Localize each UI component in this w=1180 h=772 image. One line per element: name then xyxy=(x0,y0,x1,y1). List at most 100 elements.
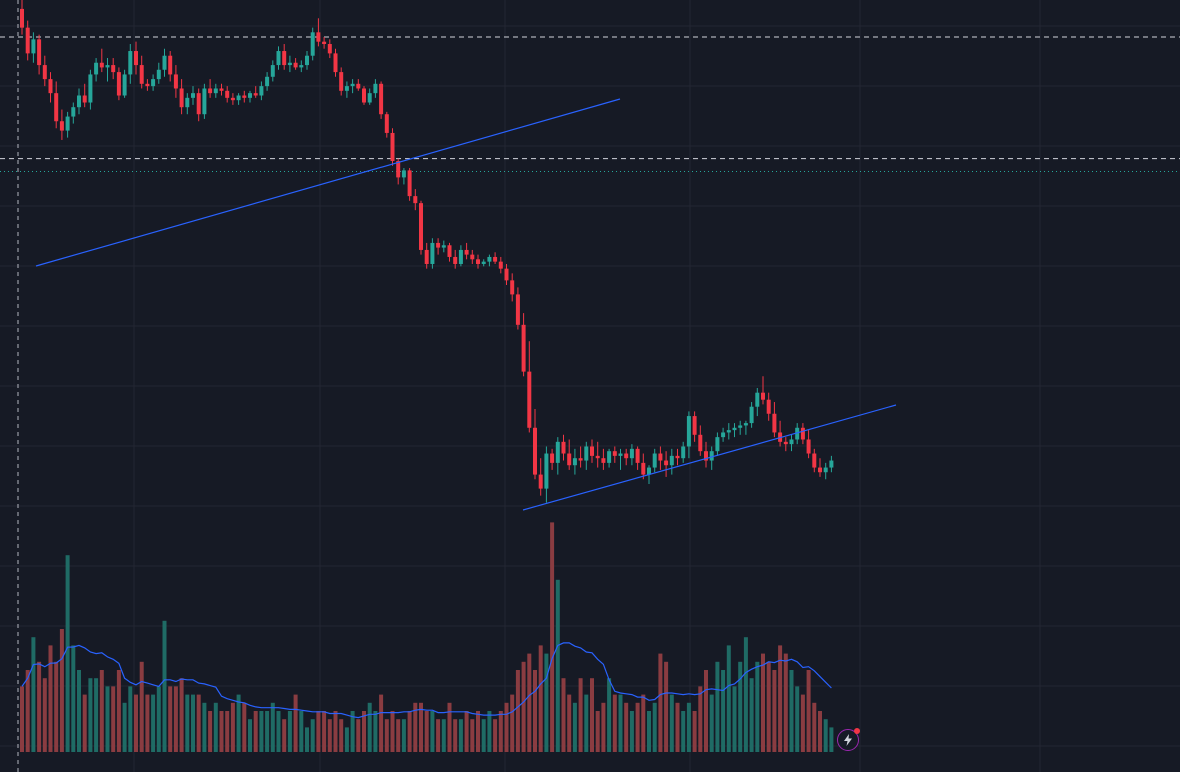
volume-bar xyxy=(607,678,612,752)
candle xyxy=(230,93,235,105)
candle-body xyxy=(128,51,133,75)
candle xyxy=(287,55,292,73)
candle-body xyxy=(362,88,366,103)
candle xyxy=(344,81,349,98)
volume-bar xyxy=(795,686,800,752)
candle xyxy=(139,55,144,89)
candle-body xyxy=(681,446,686,459)
trendline[interactable] xyxy=(35,98,621,267)
candle-body xyxy=(698,434,703,452)
candle-body xyxy=(111,65,116,73)
horizontal-levels[interactable] xyxy=(0,36,1180,173)
volume-bar xyxy=(681,711,686,752)
candle-body xyxy=(538,474,543,489)
candle-body xyxy=(618,453,623,456)
candle-body xyxy=(464,249,469,255)
candle-body xyxy=(761,392,765,400)
candle-body xyxy=(134,51,138,66)
volume-bar xyxy=(493,719,498,752)
volume-bar xyxy=(749,678,754,752)
volume-bar xyxy=(464,711,469,752)
volume-bar xyxy=(647,711,651,752)
volume-bar xyxy=(310,719,315,752)
candle-body xyxy=(453,256,458,264)
volume-bar xyxy=(812,702,817,752)
candle xyxy=(134,41,138,75)
candle xyxy=(339,67,344,96)
candle xyxy=(390,128,395,166)
candle-body xyxy=(37,39,42,66)
volume-bar xyxy=(487,711,492,752)
candle-body xyxy=(185,97,190,108)
candle-body xyxy=(812,453,817,468)
candle xyxy=(424,242,429,269)
candle-body xyxy=(738,425,743,428)
candle xyxy=(669,448,674,475)
candle-body xyxy=(430,242,435,264)
candle xyxy=(578,446,583,468)
candle-body xyxy=(213,88,218,94)
candle-body xyxy=(287,62,292,66)
candle-body xyxy=(82,95,87,103)
candle-body xyxy=(225,90,230,98)
volume-bar xyxy=(333,711,338,752)
lightning-badge-button[interactable] xyxy=(837,728,860,751)
volume-bar xyxy=(145,694,150,752)
candle xyxy=(77,88,81,115)
candle xyxy=(629,444,634,466)
candle xyxy=(111,58,116,80)
candle-body xyxy=(584,446,589,461)
candle-body xyxy=(196,93,201,115)
candle-body xyxy=(652,453,657,468)
volume-bar xyxy=(139,661,144,752)
volume-bar xyxy=(453,719,458,752)
candle-body xyxy=(310,32,315,56)
candle xyxy=(664,451,669,477)
candle-body xyxy=(42,65,47,80)
volume-bar xyxy=(156,686,161,752)
candle-body xyxy=(373,83,378,94)
candle-body xyxy=(105,65,110,68)
volume-bar xyxy=(715,661,720,752)
volume-bar xyxy=(823,719,828,752)
volume-bar xyxy=(219,711,224,752)
candle xyxy=(590,439,594,463)
candle xyxy=(800,423,805,445)
volume-bar xyxy=(436,719,441,752)
candle xyxy=(413,189,418,211)
volume-bar xyxy=(151,694,156,752)
candle-body xyxy=(88,74,93,103)
candle-body xyxy=(25,27,30,54)
candle xyxy=(82,83,87,108)
volume-bar xyxy=(316,711,321,752)
candle-body xyxy=(299,65,304,68)
volume-bar xyxy=(196,694,201,752)
candle-body xyxy=(424,249,429,264)
candle-body xyxy=(71,107,76,117)
volume-bar xyxy=(761,653,765,752)
trendlines[interactable] xyxy=(35,98,897,511)
candle xyxy=(293,58,298,70)
candle-body xyxy=(510,280,515,295)
volume-bar xyxy=(242,702,247,752)
candle-body xyxy=(156,69,161,80)
candle xyxy=(213,83,218,98)
volume-bar xyxy=(498,711,503,752)
volume-bars xyxy=(20,522,834,752)
candle xyxy=(305,51,309,70)
candle-body xyxy=(230,97,235,101)
candle-body xyxy=(635,448,640,463)
candle-body xyxy=(436,242,441,248)
trendline[interactable] xyxy=(522,404,897,511)
candle xyxy=(168,51,173,82)
candle xyxy=(128,44,133,84)
candle xyxy=(145,79,150,91)
candle-body xyxy=(772,413,777,433)
volume-bar xyxy=(800,694,805,752)
volume-bar xyxy=(259,711,264,752)
volume-bar xyxy=(396,719,401,752)
volume-bar xyxy=(533,670,537,752)
candle-body xyxy=(65,116,70,131)
candle xyxy=(116,67,121,101)
